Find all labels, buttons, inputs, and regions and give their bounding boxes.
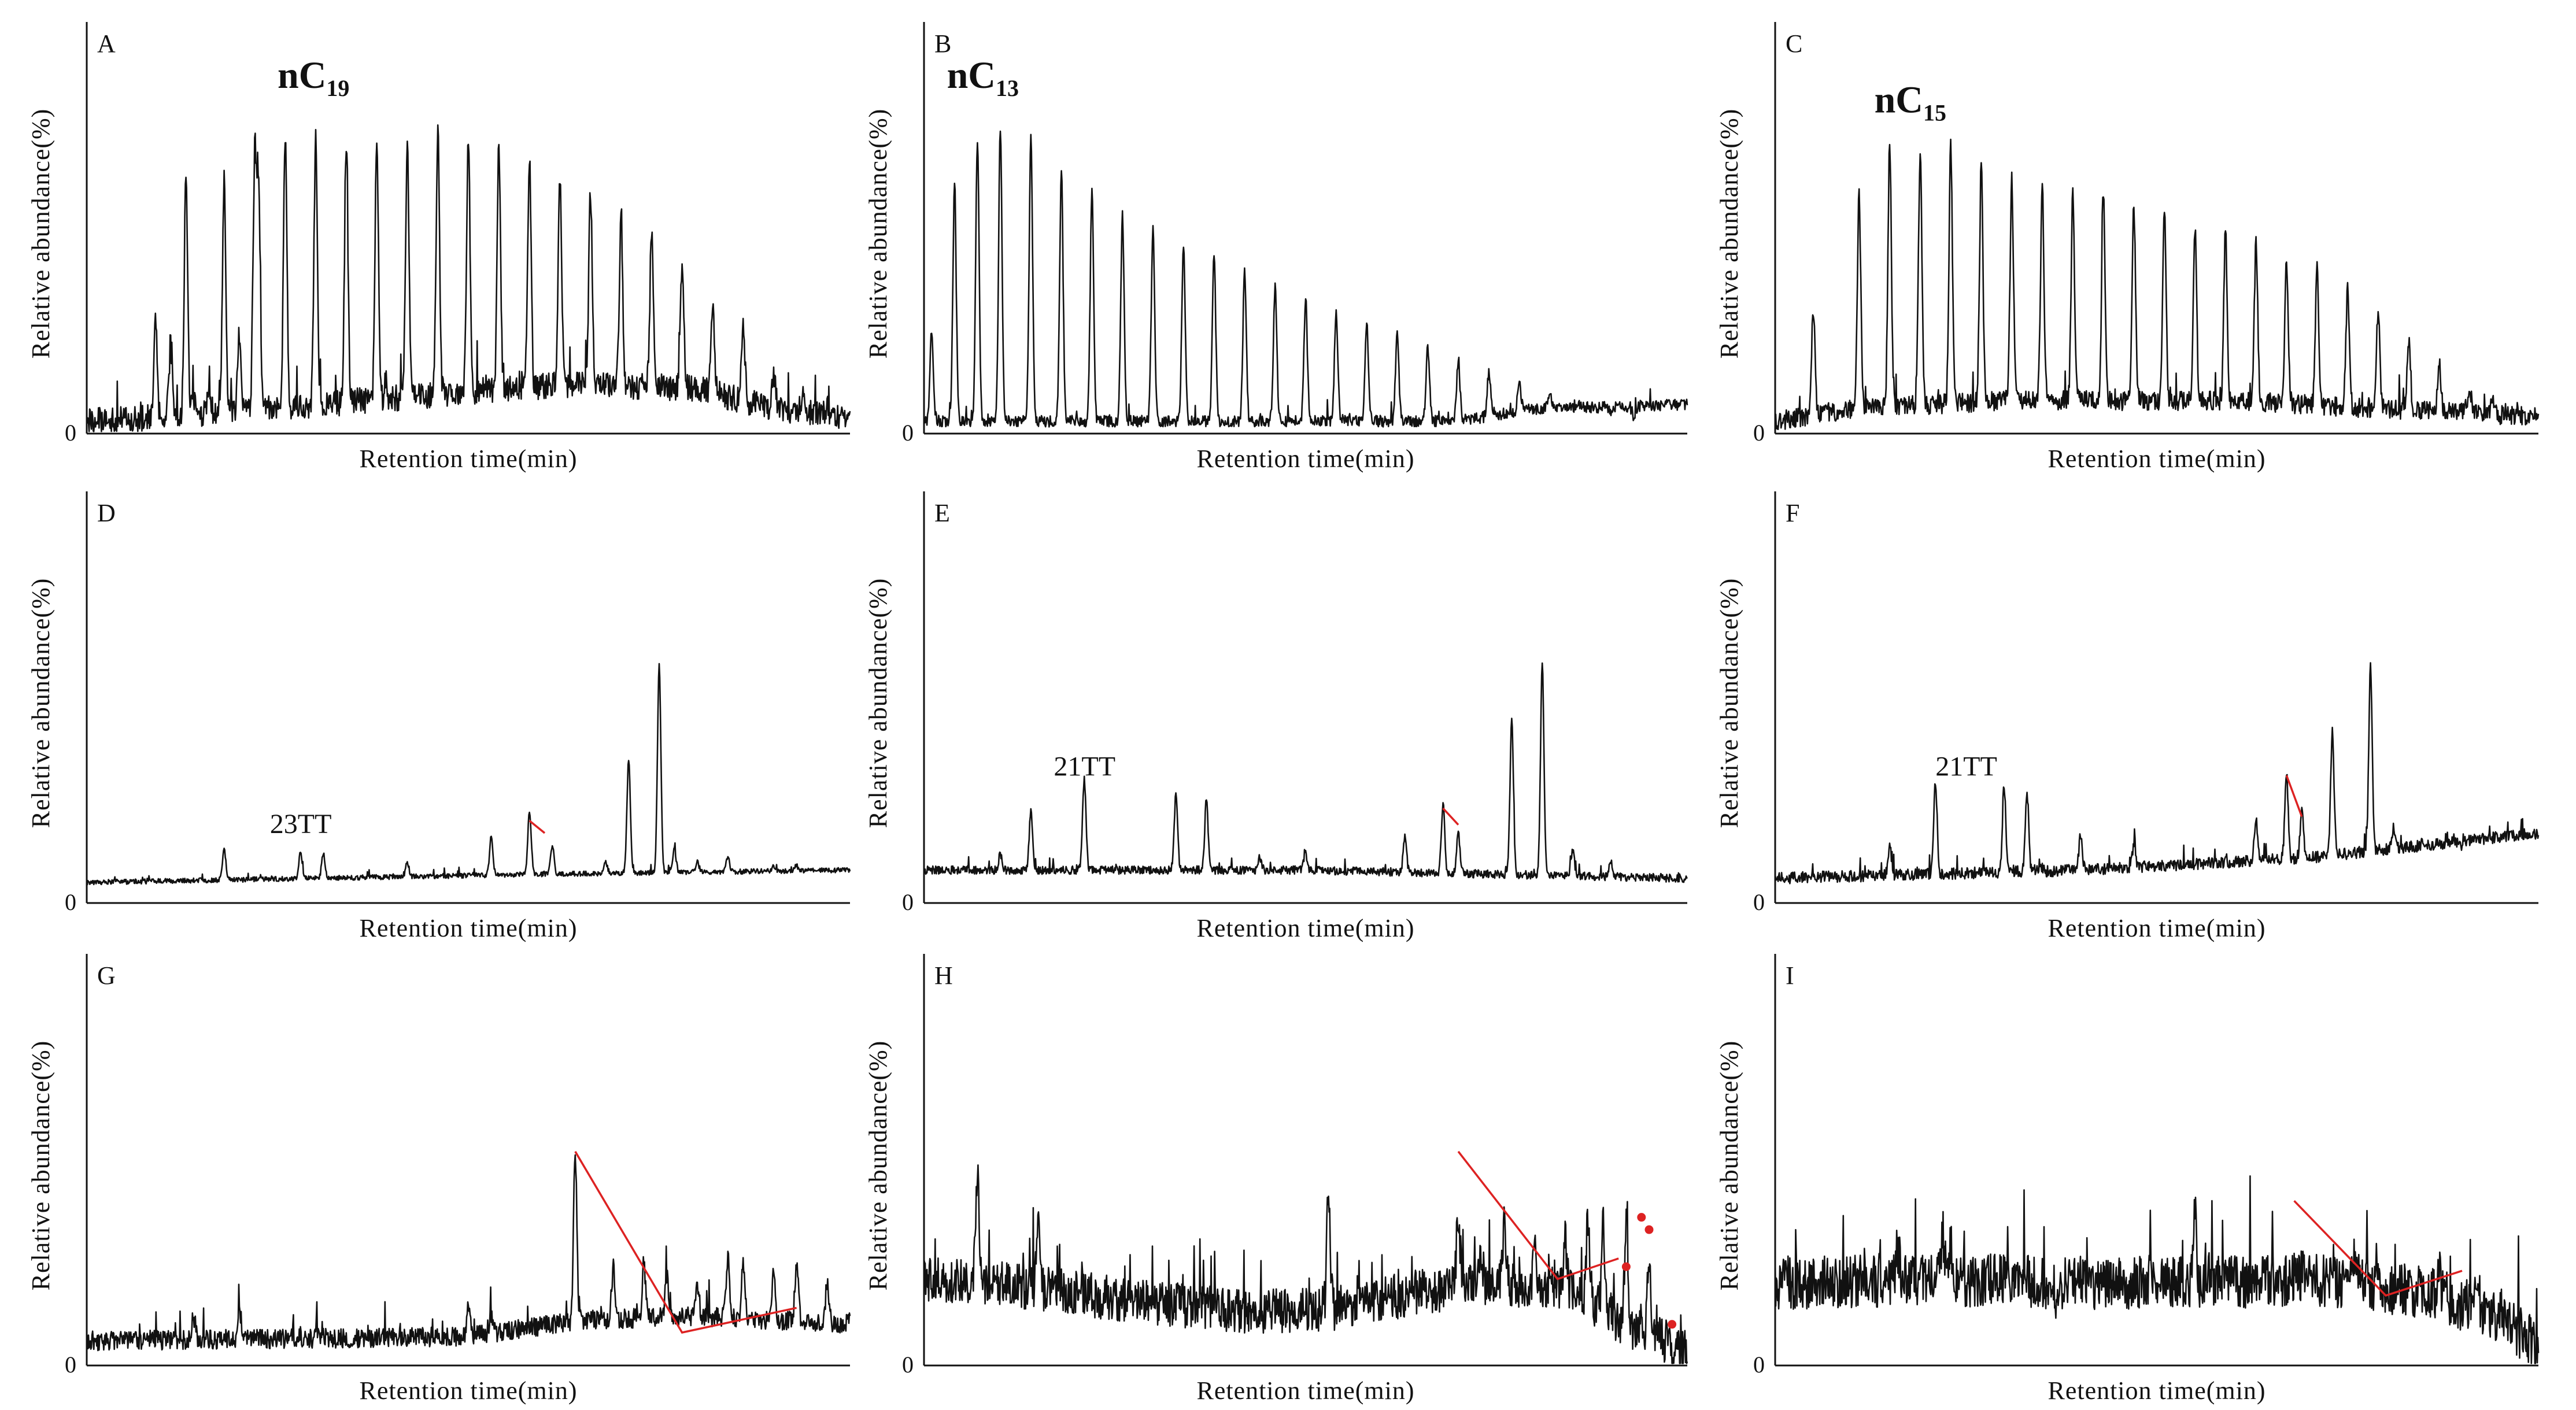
y-axis-label: Relative abundance(%) <box>27 109 55 359</box>
compound-label: nC15 <box>1875 79 1946 126</box>
annotation-line <box>528 820 546 834</box>
origin-tick-label: 0 <box>902 1352 914 1378</box>
x-axis-label: Retention time(min) <box>2048 1376 2265 1405</box>
compound-label: 21TT <box>1054 751 1115 782</box>
chromatogram-trace <box>1774 662 2540 885</box>
x-axis-label: Retention time(min) <box>359 1376 577 1405</box>
panel-letter: B <box>934 29 951 58</box>
annotation-dot <box>1621 1262 1631 1271</box>
annotation-line <box>1457 1150 1619 1281</box>
compound-label: 21TT <box>1935 751 1997 782</box>
chromatogram-trace <box>923 662 1688 883</box>
y-axis-label: Relative abundance(%) <box>864 109 892 359</box>
chromatogram-trace <box>1774 138 2540 430</box>
panel-a: A 0 Relative abundance(%) Retention time(mi… <box>27 22 851 473</box>
panel-letter: I <box>1786 961 1794 990</box>
panel-letter: F <box>1786 499 1799 527</box>
y-axis-label: Relative abundance(%) <box>27 1041 55 1291</box>
panel-letter: H <box>934 961 953 990</box>
origin-tick-label: 0 <box>65 420 76 446</box>
origin-tick-label: 0 <box>902 420 914 446</box>
chromatogram-trace <box>86 124 851 432</box>
panel-e: E 0 Relative abundance(%) Retention time(mi… <box>864 491 1688 942</box>
compound-label: nC19 <box>278 54 349 101</box>
chromatogram-trace <box>923 1164 1688 1364</box>
annotation-line <box>2285 775 2303 817</box>
panel-letter: C <box>1786 29 1802 58</box>
panel-c: C 0 Relative abundance(%) Retention time(mi… <box>1715 22 2540 473</box>
annotation-line <box>574 1150 797 1334</box>
annotation-dot <box>1637 1213 1646 1222</box>
compound-label: 23TT <box>270 809 332 839</box>
panel-g: G 0 Relative abundance(%) Retention time(mi… <box>27 954 851 1405</box>
y-axis-label: Relative abundance(%) <box>864 1041 892 1291</box>
x-axis-label: Retention time(min) <box>359 445 577 473</box>
y-axis-label: Relative abundance(%) <box>864 578 892 828</box>
panel-letter: E <box>934 499 950 527</box>
panel-b: B 0 Relative abundance(%) Retention time(mi… <box>864 22 1688 473</box>
origin-tick-label: 0 <box>902 889 914 915</box>
chromatogram-trace <box>86 1154 851 1352</box>
panel-letter: A <box>97 29 116 58</box>
origin-tick-label: 0 <box>1753 1352 1765 1378</box>
panel-i: I 0 Relative abundance(%) Retention time(mi… <box>1715 954 2540 1405</box>
chromatogram-trace <box>86 663 851 886</box>
panel-h: H 0 Relative abundance(%) Retention time(mi… <box>864 954 1688 1405</box>
origin-tick-label: 0 <box>1753 420 1765 446</box>
y-axis-label: Relative abundance(%) <box>1715 109 1743 359</box>
compound-label: nC13 <box>947 54 1019 101</box>
y-axis-label: Relative abundance(%) <box>1715 1041 1743 1291</box>
chromatogram-trace <box>1774 1175 2540 1364</box>
panel-letter: G <box>97 961 116 990</box>
y-axis-label: Relative abundance(%) <box>27 578 55 828</box>
origin-tick-label: 0 <box>65 889 76 915</box>
y-axis-label: Relative abundance(%) <box>1715 578 1743 828</box>
panels-grid: A 0 Relative abundance(%) Retention time(mi… <box>27 22 2540 1405</box>
x-axis-label: Retention time(min) <box>2048 914 2265 942</box>
x-axis-label: Retention time(min) <box>2048 445 2265 473</box>
x-axis-label: Retention time(min) <box>1196 1376 1414 1405</box>
panel-f: F 0 Relative abundance(%) Retention time(mi… <box>1715 491 2540 942</box>
annotation-dot <box>1644 1225 1654 1234</box>
origin-tick-label: 0 <box>1753 889 1765 915</box>
panel-d: D 0 Relative abundance(%) Retention time(mi… <box>27 491 851 942</box>
annotation-line <box>1442 808 1459 826</box>
x-axis-label: Retention time(min) <box>359 914 577 942</box>
annotation-dot <box>1668 1320 1677 1329</box>
annotation-line <box>2293 1200 2463 1297</box>
chromatogram-trace <box>923 130 1688 428</box>
x-axis-label: Retention time(min) <box>1196 914 1414 942</box>
x-axis-label: Retention time(min) <box>1196 445 1414 473</box>
panel-letter: D <box>97 499 116 527</box>
origin-tick-label: 0 <box>65 1352 76 1378</box>
